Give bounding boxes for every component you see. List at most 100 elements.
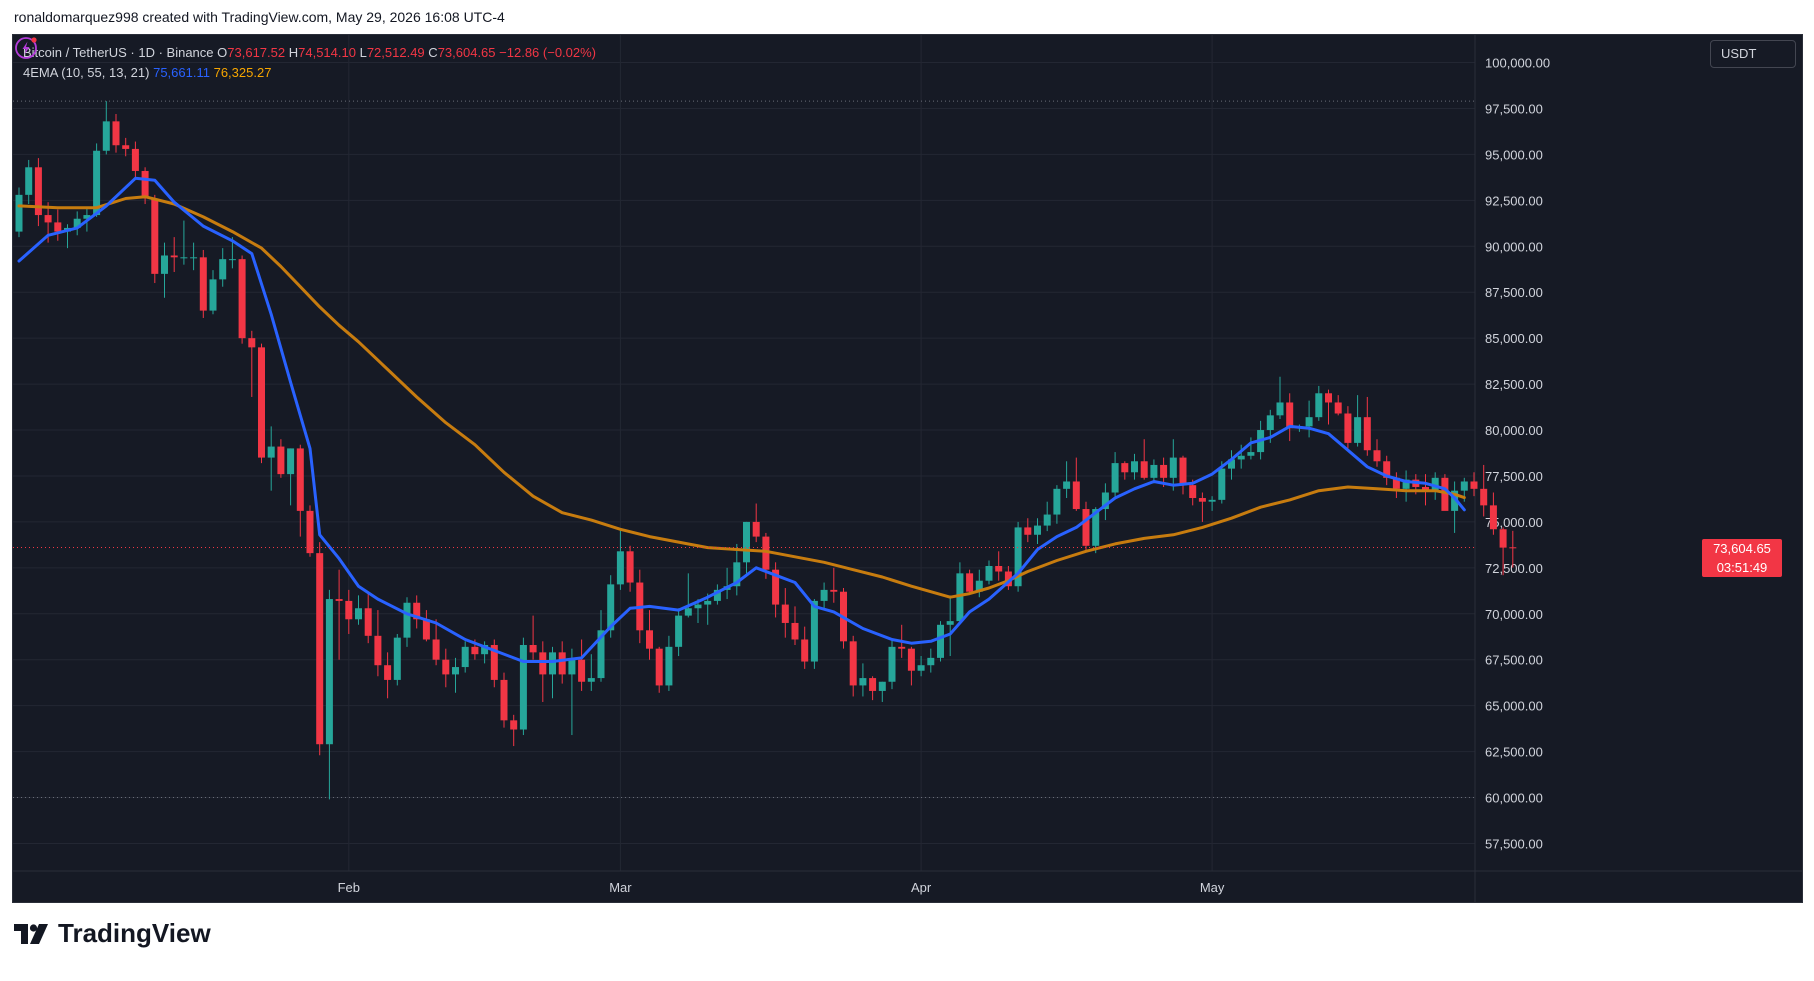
candle-body: [442, 659, 450, 675]
chart-caption: ronaldomarquez998 created with TradingVi…: [14, 9, 505, 25]
candle-body: [1198, 498, 1206, 502]
candle-body: [519, 645, 527, 730]
candle-body: [820, 589, 828, 601]
candle-body: [1160, 464, 1168, 478]
candle-body: [34, 167, 42, 216]
candle-body: [655, 648, 663, 686]
candle-body: [1208, 499, 1216, 502]
candle-body: [1053, 488, 1061, 515]
tradingview-brand[interactable]: TradingView: [14, 918, 211, 949]
candle-body: [219, 259, 227, 280]
candle-body: [937, 624, 944, 658]
currency-selector[interactable]: USDT: [1710, 40, 1796, 68]
candle-body: [500, 679, 508, 721]
candle-body: [1121, 463, 1129, 473]
y-tick-label: 62,500.00: [1485, 745, 1543, 760]
y-tick-label: 70,000.00: [1485, 607, 1543, 622]
candle-body: [345, 600, 353, 620]
candle-body: [228, 259, 236, 261]
candle-body: [190, 257, 198, 259]
y-tick-label: 95,000.00: [1485, 147, 1543, 162]
y-tick-label: 72,500.00: [1485, 561, 1543, 576]
candle-body: [73, 218, 81, 228]
candle-body: [1228, 459, 1235, 469]
y-tick-label: 85,000.00: [1485, 331, 1543, 346]
bar-countdown: 03:51:49: [1716, 559, 1768, 575]
candle-body: [54, 222, 62, 232]
candle-body: [510, 720, 518, 730]
candle-body: [1460, 481, 1468, 491]
candle-body: [927, 657, 935, 666]
candle-body: [325, 599, 333, 745]
candle-body: [102, 121, 110, 151]
candle-body: [1043, 514, 1051, 526]
candle-body: [869, 678, 877, 691]
candle-body: [461, 646, 469, 668]
candle-body: [248, 338, 256, 348]
y-tick-label: 97,500.00: [1485, 101, 1543, 116]
candle-body: [578, 659, 586, 682]
y-tick-label: 65,000.00: [1485, 699, 1543, 714]
candle-body: [597, 630, 605, 679]
candle-body: [151, 198, 159, 274]
candle-body: [684, 608, 692, 616]
candle-body: [1422, 486, 1429, 491]
candle-body: [1470, 481, 1478, 489]
last-price-tag: 73,604.65 03:51:49: [1702, 538, 1782, 577]
candle-body: [141, 170, 149, 199]
candle-body: [1014, 527, 1022, 587]
candle-body: [888, 646, 896, 682]
x-tick-label: May: [1200, 880, 1225, 895]
y-tick-label: 60,000.00: [1485, 791, 1543, 806]
candle-body: [44, 215, 52, 223]
candle-body: [1373, 450, 1381, 462]
candle-body: [25, 167, 33, 195]
lightning-icon[interactable]: [13, 35, 39, 61]
candle-body: [1305, 417, 1313, 427]
candle-body: [277, 446, 285, 475]
candlestick-chart[interactable]: 57,500.00 60,000.00 62,500.00 65,000.00 67,5…: [13, 35, 1803, 903]
ema-slow-line: [17, 195, 1466, 599]
candle-body: [170, 255, 178, 258]
candle-body: [607, 584, 615, 631]
candle-body: [83, 215, 91, 219]
candle-body: [287, 448, 295, 475]
candle-body: [112, 121, 120, 146]
candle-body: [1334, 402, 1342, 414]
y-tick-label: 92,500.00: [1485, 193, 1543, 208]
tradingview-logo-icon: [14, 923, 48, 944]
candle-body: [1480, 488, 1488, 506]
chart-panel[interactable]: 57,500.00 60,000.00 62,500.00 65,000.00 67,5…: [12, 34, 1803, 903]
y-tick-label: 87,500.00: [1485, 285, 1543, 300]
candle-body: [258, 347, 265, 458]
candle-body: [422, 619, 430, 640]
candle-body: [898, 646, 906, 649]
candle-body: [180, 257, 188, 259]
candle-body: [15, 194, 23, 232]
candle-body: [1266, 415, 1274, 431]
candle-body: [209, 279, 217, 311]
candle-body: [1150, 464, 1158, 478]
candle-body: [995, 565, 1003, 572]
candle-body: [830, 589, 838, 592]
candle-body: [1092, 509, 1100, 546]
candle-body: [675, 615, 683, 647]
y-tick-label: 80,000.00: [1485, 423, 1543, 438]
candle-body: [966, 573, 974, 592]
candle-body: [267, 446, 275, 458]
candle-body: [1140, 461, 1148, 478]
candle-body: [859, 678, 867, 686]
candle-body: [1072, 481, 1080, 510]
candle-body: [1315, 393, 1323, 418]
brand-name: TradingView: [58, 918, 211, 948]
candle-body: [1402, 479, 1410, 489]
x-tick-label: Feb: [338, 880, 360, 895]
candle-body: [558, 652, 566, 675]
candle-body: [452, 667, 459, 675]
candle-body: [1344, 413, 1352, 443]
candle-body: [1169, 457, 1177, 478]
candle-body: [1063, 481, 1071, 489]
y-tick-label: 75,000.00: [1485, 515, 1543, 530]
candle-body: [772, 569, 780, 605]
candle-body: [743, 521, 750, 563]
